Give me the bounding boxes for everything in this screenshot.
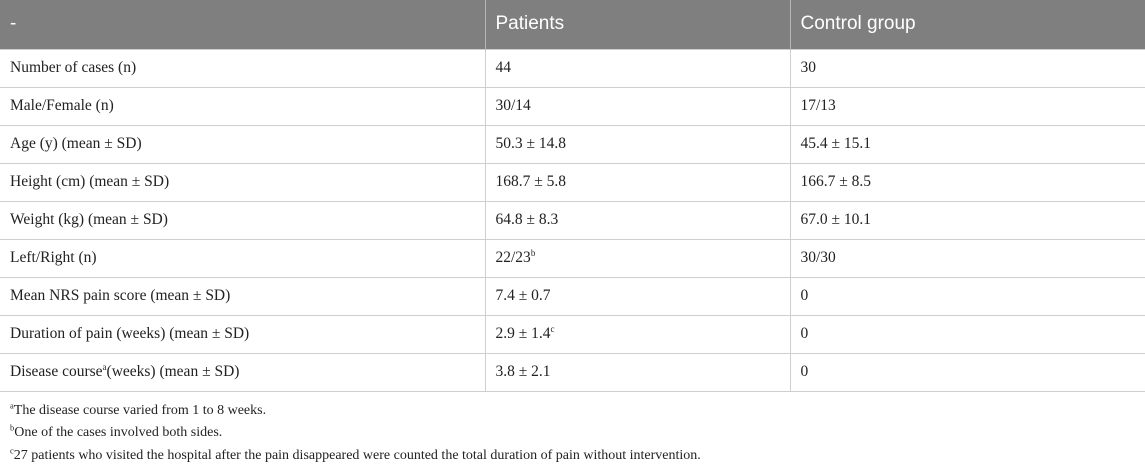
table-row: Disease coursea(weeks) (mean ± SD)3.8 ± … — [0, 353, 1145, 391]
patients-value: 50.3 ± 14.8 — [485, 125, 790, 163]
patients-value: 44 — [485, 49, 790, 87]
row-label: Left/Right (n) — [0, 239, 485, 277]
footnote: bOne of the cases involved both sides. — [10, 422, 1145, 445]
header-cell-label: - — [0, 0, 485, 49]
control-value: 17/13 — [790, 87, 1145, 125]
demographics-table: - Patients Control group Number of cases… — [0, 0, 1145, 392]
footnote-mark: b — [531, 248, 536, 258]
control-value: 45.4 ± 15.1 — [790, 125, 1145, 163]
footnote: c27 patients who visited the hospital af… — [10, 445, 1145, 467]
footnote-text: 27 patients who visited the hospital aft… — [14, 448, 701, 463]
table-row: Mean NRS pain score (mean ± SD)7.4 ± 0.7… — [0, 277, 1145, 315]
patients-value: 30/14 — [485, 87, 790, 125]
footnote-mark: c — [551, 324, 555, 334]
control-value: 30/30 — [790, 239, 1145, 277]
table-header: - Patients Control group — [0, 0, 1145, 49]
header-cell-control: Control group — [790, 0, 1145, 49]
row-label: Weight (kg) (mean ± SD) — [0, 201, 485, 239]
row-label: Number of cases (n) — [0, 49, 485, 87]
control-value: 67.0 ± 10.1 — [790, 201, 1145, 239]
header-row: - Patients Control group — [0, 0, 1145, 49]
row-label: Age (y) (mean ± SD) — [0, 125, 485, 163]
row-label: Disease coursea(weeks) (mean ± SD) — [0, 353, 485, 391]
control-value: 0 — [790, 277, 1145, 315]
patients-value: 7.4 ± 0.7 — [485, 277, 790, 315]
table-row: Duration of pain (weeks) (mean ± SD)2.9 … — [0, 315, 1145, 353]
footnotes: aThe disease course varied from 1 to 8 w… — [0, 392, 1145, 467]
patients-value: 2.9 ± 1.4c — [485, 315, 790, 353]
row-label: Height (cm) (mean ± SD) — [0, 163, 485, 201]
control-value: 30 — [790, 49, 1145, 87]
header-cell-patients: Patients — [485, 0, 790, 49]
footnote: aThe disease course varied from 1 to 8 w… — [10, 400, 1145, 423]
control-value: 166.7 ± 8.5 — [790, 163, 1145, 201]
patients-value: 168.7 ± 5.8 — [485, 163, 790, 201]
footnote-text: The disease course varied from 1 to 8 we… — [14, 403, 266, 418]
row-label: Male/Female (n) — [0, 87, 485, 125]
footnote-text: One of the cases involved both sides. — [14, 425, 222, 440]
row-label: Duration of pain (weeks) (mean ± SD) — [0, 315, 485, 353]
patients-value: 64.8 ± 8.3 — [485, 201, 790, 239]
row-label: Mean NRS pain score (mean ± SD) — [0, 277, 485, 315]
control-value: 0 — [790, 353, 1145, 391]
patients-value: 3.8 ± 2.1 — [485, 353, 790, 391]
control-value: 0 — [790, 315, 1145, 353]
patients-value: 22/23b — [485, 239, 790, 277]
